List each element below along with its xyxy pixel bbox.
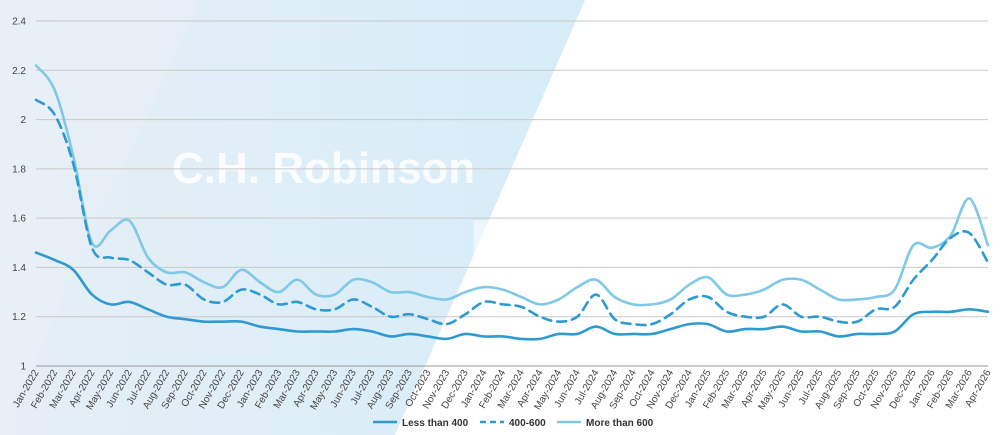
y-tick-label: 1 [20, 362, 26, 373]
y-tick-label: 2.4 [12, 17, 26, 28]
gridlines [36, 20, 988, 367]
y-tick-label: 1.2 [12, 312, 26, 323]
legend: Less than 400 400-600 More than 600 [373, 418, 654, 429]
y-tick-label: 1.8 [12, 164, 26, 175]
y-tick-label: 2.2 [12, 66, 26, 77]
series-line-2 [34, 64, 990, 307]
y-axis: 1 1.2 1.4 1.6 1.8 2 2.2 2.4 [12, 17, 26, 373]
series-lines [34, 64, 990, 341]
y-tick-label: 2 [20, 115, 26, 126]
series-line-0 [34, 251, 990, 341]
series-line-1 [34, 98, 990, 327]
legend-label-0: Less than 400 [402, 418, 469, 429]
y-tick-label: 1.6 [12, 214, 26, 225]
legend-label-1: 400-600 [509, 418, 546, 429]
y-tick-label: 1.4 [12, 263, 26, 274]
legend-label-2: More than 600 [586, 418, 654, 429]
